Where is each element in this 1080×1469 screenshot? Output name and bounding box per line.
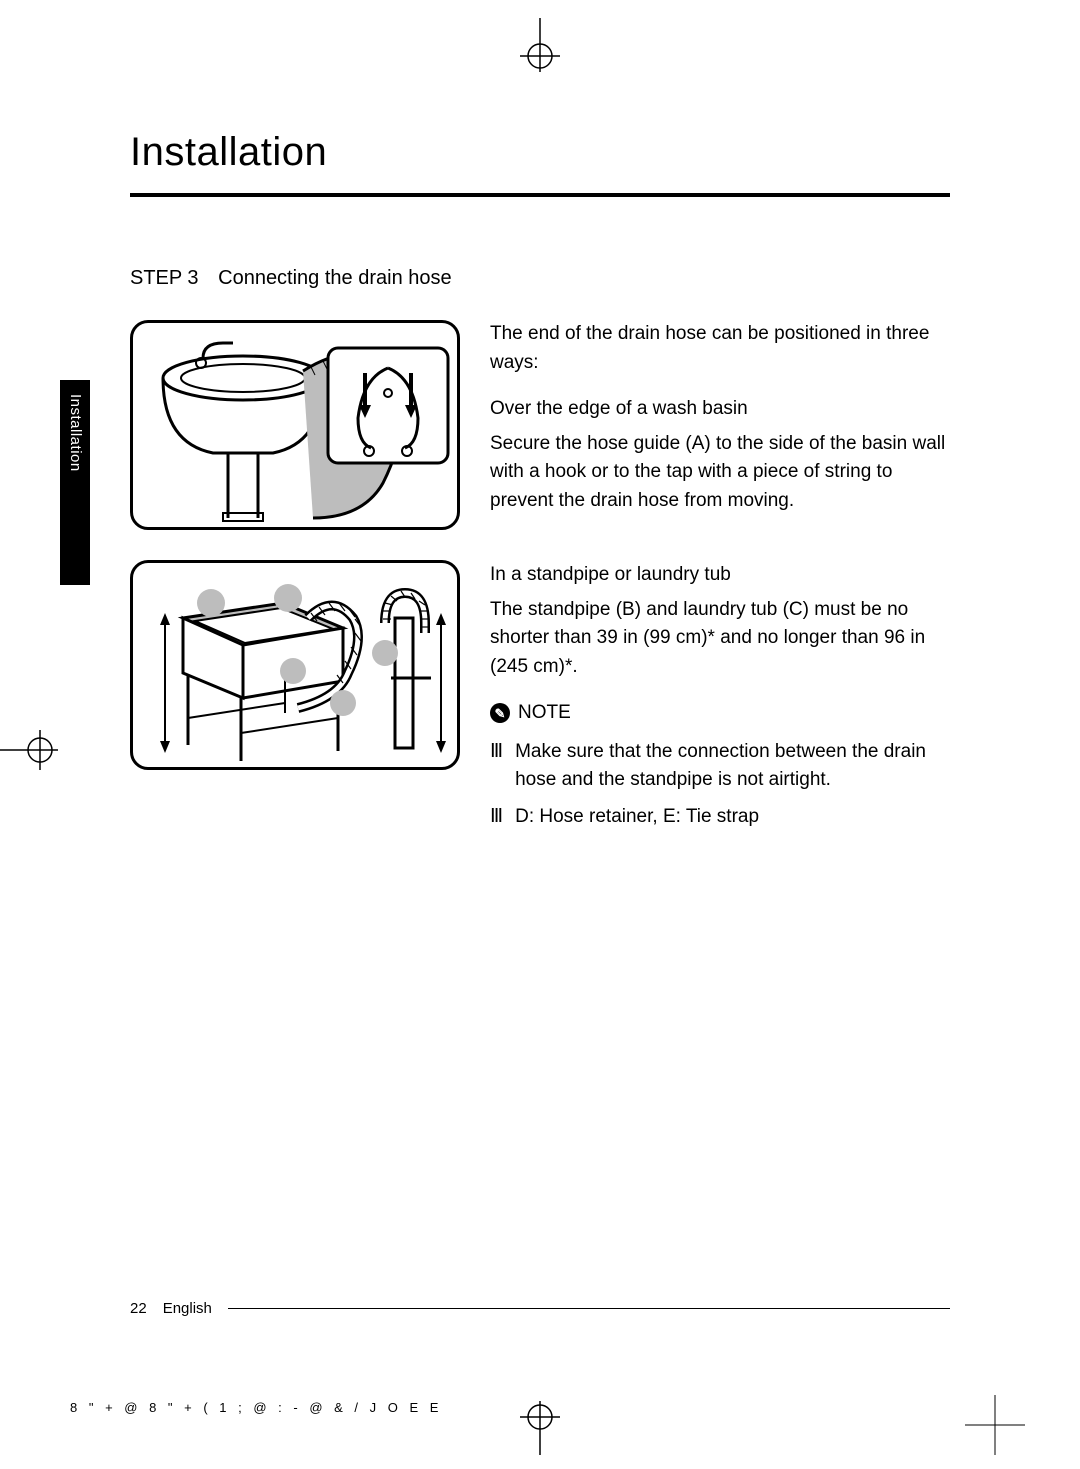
text-column: The end of the drain hose can be positio…	[490, 320, 950, 839]
crop-mark-top	[490, 18, 590, 78]
bullet-glyph: Ⅲ	[490, 803, 503, 832]
section2-body: The standpipe (B) and laundry tub (C) mu…	[490, 596, 950, 682]
side-tab-label: Installation	[67, 394, 84, 472]
section1-heading: Over the edge of a wash basin	[490, 395, 950, 424]
job-line: 8 " + @ 8 " + ( 1 ; @ : - @ & / J O E E	[70, 1400, 442, 1415]
intro-paragraph: The end of the drain hose can be positio…	[490, 320, 950, 377]
note-heading: ✎ NOTE	[490, 699, 950, 728]
figure-wash-basin	[130, 320, 460, 530]
note-label: NOTE	[518, 699, 571, 728]
side-tab: Installation	[60, 380, 90, 585]
two-column-layout: The end of the drain hose can be positio…	[130, 320, 950, 839]
section1-body: Secure the hose guide (A) to the side of…	[490, 430, 950, 516]
list-item: Ⅲ Make sure that the connection between …	[490, 738, 950, 795]
section2-heading: In a standpipe or laundry tub	[490, 561, 950, 590]
content-area: Installation STEP 3 Connecting the drain…	[130, 130, 950, 839]
page-number: 22	[130, 1300, 147, 1317]
list-item-text: Make sure that the connection between th…	[515, 738, 950, 795]
step-heading: STEP 3 Connecting the drain hose	[130, 267, 950, 290]
crop-mark-left	[0, 700, 70, 800]
figure-standpipe-tub	[130, 560, 460, 770]
page: Installation Installation STEP 3 Connect…	[0, 0, 1080, 1469]
step-text: Connecting the drain hose	[218, 267, 452, 290]
job-line-right-mark	[965, 1395, 1025, 1460]
note-icon: ✎	[490, 703, 510, 723]
page-footer: 22 English	[130, 1300, 950, 1317]
crop-mark-bottom	[490, 1395, 590, 1455]
step-label: STEP 3	[130, 267, 199, 290]
bullet-glyph: Ⅲ	[490, 738, 503, 795]
page-title: Installation	[130, 130, 950, 175]
footer-rule	[228, 1308, 950, 1309]
page-language: English	[163, 1300, 212, 1317]
note-list: Ⅲ Make sure that the connection between …	[490, 738, 950, 832]
figures-column	[130, 320, 460, 839]
title-rule	[130, 193, 950, 197]
list-item-text: D: Hose retainer, E: Tie strap	[515, 803, 759, 832]
list-item: Ⅲ D: Hose retainer, E: Tie strap	[490, 803, 950, 832]
